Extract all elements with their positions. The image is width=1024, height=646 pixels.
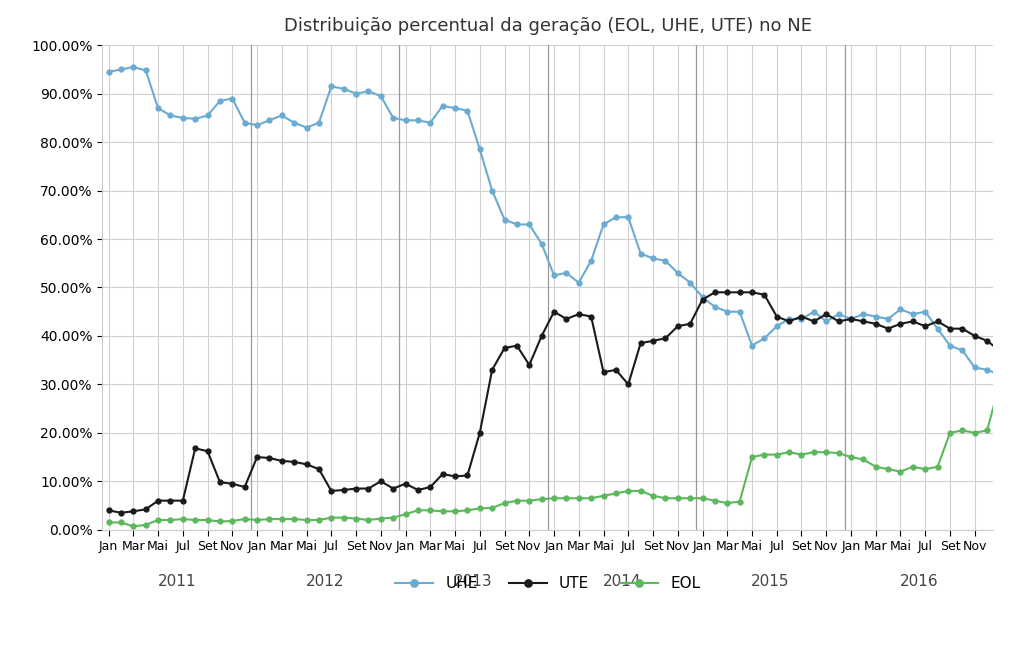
EOL <box>572 494 585 502</box>
Text: 2016: 2016 <box>900 574 938 589</box>
UHE <box>102 68 115 76</box>
UHE <box>944 342 956 349</box>
Text: 2012: 2012 <box>306 574 344 589</box>
UTE <box>177 497 189 505</box>
Line: EOL: EOL <box>106 304 1024 529</box>
UHE <box>177 114 189 121</box>
EOL <box>102 519 115 526</box>
EOL <box>623 487 635 495</box>
Text: 2013: 2013 <box>455 574 493 589</box>
Legend: UHE, UTE, EOL: UHE, UTE, EOL <box>389 570 707 597</box>
Text: 2014: 2014 <box>603 574 641 589</box>
UTE <box>709 288 721 296</box>
UTE <box>127 507 139 515</box>
Text: 2011: 2011 <box>158 574 196 589</box>
UTE <box>102 506 115 514</box>
EOL <box>894 468 906 475</box>
UTE <box>906 317 919 325</box>
UTE <box>956 325 969 333</box>
EOL <box>944 429 956 437</box>
UHE <box>894 306 906 313</box>
EOL <box>1018 303 1024 311</box>
UHE <box>623 213 635 221</box>
UHE <box>572 278 585 286</box>
Line: UHE: UHE <box>106 65 1024 391</box>
Title: Distribuição percentual da geração (EOL, UHE, UTE) no NE: Distribuição percentual da geração (EOL,… <box>284 17 812 36</box>
EOL <box>177 515 189 523</box>
UTE <box>572 310 585 318</box>
UHE <box>115 65 127 73</box>
UHE <box>127 63 139 71</box>
Text: 2015: 2015 <box>752 574 790 589</box>
UTE <box>623 380 635 388</box>
UTE <box>115 509 127 517</box>
Line: UTE: UTE <box>106 290 1024 516</box>
EOL <box>115 519 127 526</box>
EOL <box>127 523 139 530</box>
